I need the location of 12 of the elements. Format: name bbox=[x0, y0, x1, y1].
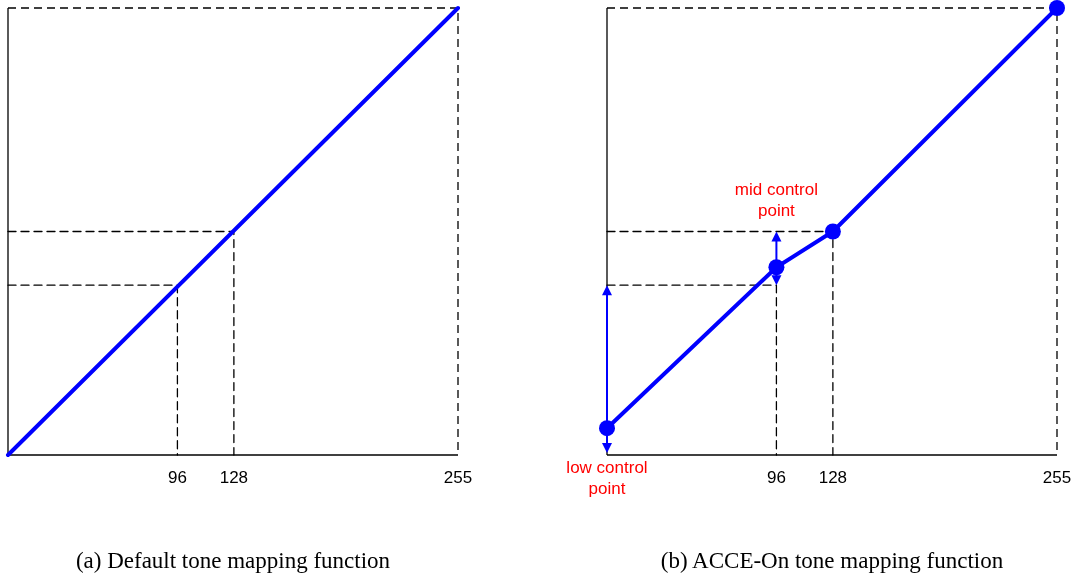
point bbox=[824, 223, 841, 240]
annotation: mid control point bbox=[734, 179, 818, 220]
x-tick-label: 128 bbox=[219, 468, 249, 487]
x-tick-label: 96 bbox=[766, 468, 786, 487]
text: low control point bbox=[566, 458, 648, 498]
x-tick-label: 128 bbox=[818, 468, 848, 487]
text: (a) Default tone mapping function bbox=[75, 548, 391, 573]
x-tick-label: 96 bbox=[167, 468, 187, 487]
point bbox=[1049, 0, 1065, 16]
x-tick-label: 255 bbox=[443, 468, 473, 487]
x-tick-label: 255 bbox=[1042, 468, 1072, 487]
text: (b) ACCE-On tone mapping function bbox=[660, 548, 1004, 573]
